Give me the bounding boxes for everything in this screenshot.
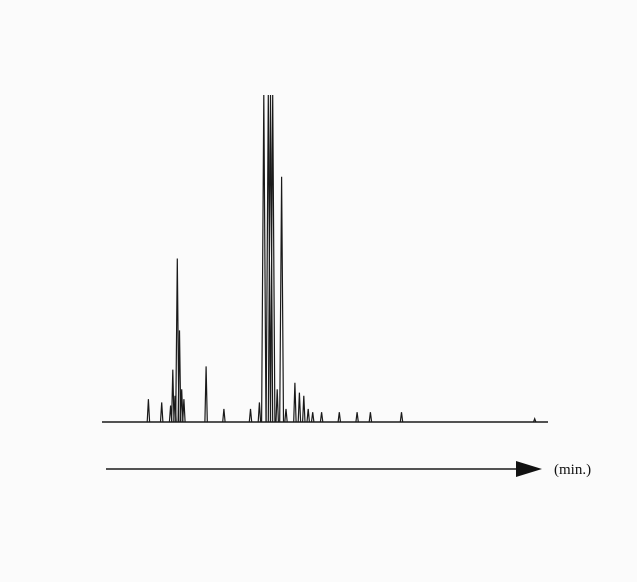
peak [159,402,164,423]
time-axis-arrowhead [516,461,542,477]
peak [275,389,279,423]
peak [293,382,297,423]
peak [337,412,342,423]
peak [310,412,315,423]
peak [248,408,253,423]
peak [257,402,262,423]
peak [279,176,285,423]
peak [179,389,184,423]
peak [306,408,310,423]
peak [267,94,274,423]
peak [146,399,151,423]
peak [182,399,186,423]
peaks-layer [146,94,537,423]
peak [297,392,302,423]
peak [284,408,288,423]
peak [177,330,182,423]
x-axis-label: (min.) [554,462,591,478]
peak [261,94,267,423]
peak [171,369,175,423]
peak [222,408,226,423]
peak [204,366,208,423]
peak [302,395,306,423]
peak [319,412,324,423]
peak [265,94,272,423]
peak [269,94,276,423]
peak [355,412,359,423]
peak [399,412,404,423]
peak [532,416,537,423]
peak [368,412,373,423]
